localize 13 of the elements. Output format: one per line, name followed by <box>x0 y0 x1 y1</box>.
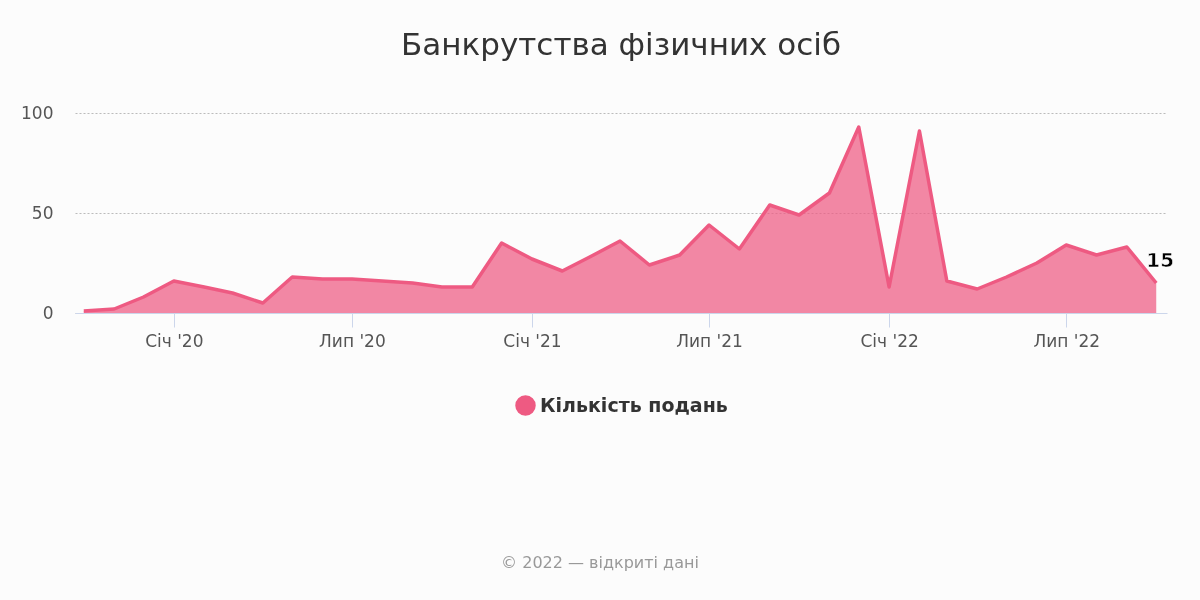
x-tick-label: Січ '22 <box>860 330 919 351</box>
chart-title: Банкрутства фізичних осіб <box>401 26 841 62</box>
x-tick-label: Січ '20 <box>145 330 204 351</box>
legend-label: Кількість подань <box>540 393 728 416</box>
x-tick-label: Лип '22 <box>1033 330 1101 351</box>
text: © 2022 — відкриті дані <box>500 553 700 572</box>
y-tick-label: 0 <box>42 302 54 323</box>
y-tick-label: 50 <box>31 202 54 223</box>
x-tick-label: Лип '20 <box>319 330 386 351</box>
x-tick-label: Січ '21 <box>503 330 562 351</box>
y-tick-label: 100 <box>21 102 54 123</box>
x-tick-label: Лип '21 <box>676 330 743 351</box>
data-label: 15 <box>1146 248 1175 272</box>
